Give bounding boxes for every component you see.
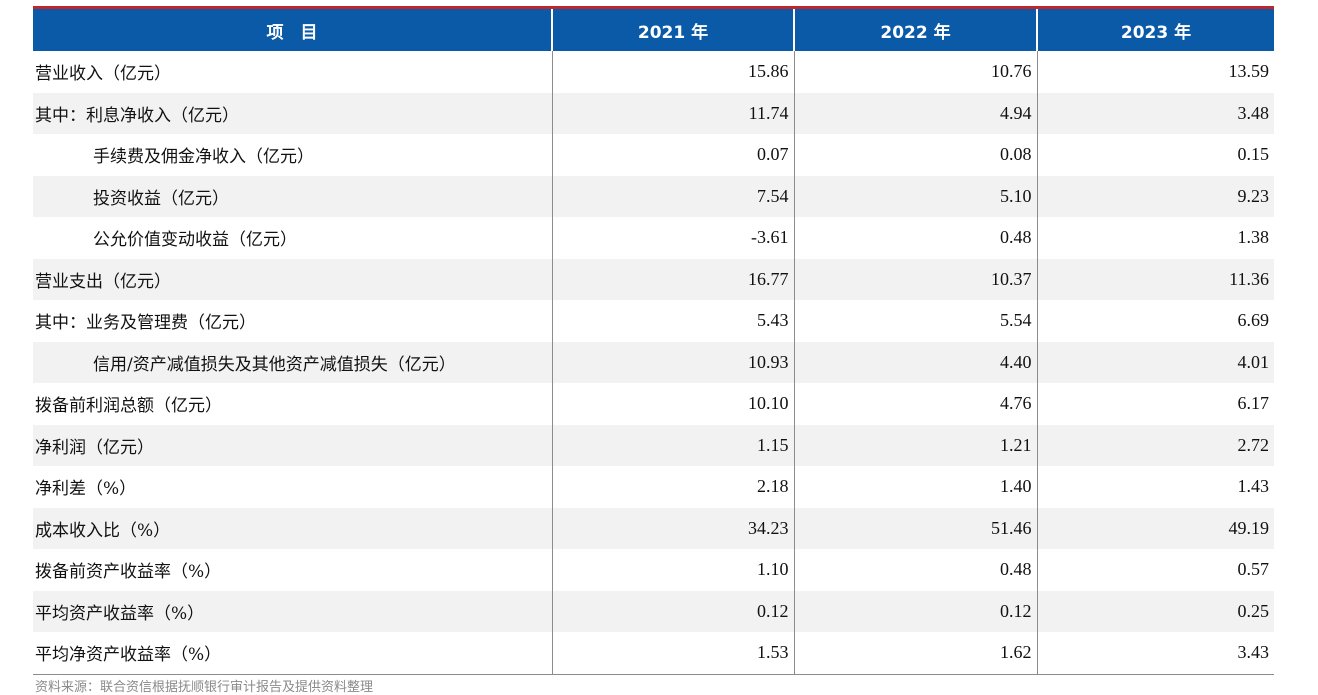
value-2023: 0.57 [1237, 559, 1270, 580]
value-2022: 4.94 [794, 92, 1038, 134]
table-row: 其中：业务及管理费（亿元） 5.43 5.54 6.69 [33, 300, 1274, 342]
value-2022: 1.62 [794, 632, 1038, 675]
value-2023: 2.72 [1037, 424, 1274, 466]
value-2021: -3.61 [552, 217, 795, 259]
row-label: 拨备前利润总额（亿元） [33, 383, 553, 425]
table-row: 净利差（%） 2.18 1.40 1.43 [33, 466, 1274, 508]
value-2022: 0.08 [794, 134, 1038, 176]
value-2021: 2.18 [552, 466, 795, 508]
table-row: 投资收益（亿元） 7.54 5.10 9.23 [33, 175, 1274, 217]
value-2023: 9.23 [1037, 175, 1274, 217]
header-2022: 2022 年 [794, 9, 1038, 51]
value-2021: 15.86 [552, 51, 795, 93]
table-row: 其中：利息净收入（亿元） 11.74 4.94 3.48 [33, 92, 1274, 134]
value-2023: 6.17 [1237, 393, 1270, 414]
row-label: 平均资产收益率（%） [33, 590, 553, 632]
table-row: 营业收入（亿元） 15.86 10.76 13.59 [33, 51, 1274, 93]
value-2021: 11.74 [552, 92, 795, 134]
value-2022: 10.37 [794, 258, 1038, 300]
row-label: 手续费及佣金净收入（亿元） [33, 134, 553, 176]
row-label: 成本收入比（%） [33, 507, 553, 549]
table-row: 信用/资产减值损失及其他资产减值损失（亿元） 10.93 4.40 4.01 [33, 341, 1274, 383]
value-2023: 11.36 [1037, 258, 1274, 300]
row-label: 拨备前资产收益率（%） [33, 549, 553, 591]
value-2022: 1.21 [794, 424, 1038, 466]
value-2023: 0.15 [1237, 144, 1270, 165]
table-row: 拨备前资产收益率（%） 1.10 0.48 0.57 [33, 549, 1274, 591]
value-2021: 1.53 [552, 632, 795, 675]
value-2021: 16.77 [552, 258, 795, 300]
value-2022: 51.46 [794, 507, 1038, 549]
value-2023: 4.01 [1037, 341, 1274, 383]
value-2023: 3.43 [1037, 632, 1274, 675]
value-2021: 7.54 [552, 175, 795, 217]
row-label: 净利润（亿元） [33, 424, 553, 466]
header-row: 项 目 2021 年 2022 年 2023 年 [33, 9, 1274, 51]
row-label: 投资收益（亿元） [33, 175, 553, 217]
value-2022: 0.48 [794, 217, 1038, 259]
table-row: 平均资产收益率（%） 0.12 0.12 0.25 [33, 590, 1274, 632]
table-row: 拨备前利润总额（亿元） 10.10 4.76 6.17 [33, 383, 1274, 425]
value-2021: 10.10 [552, 383, 795, 425]
table-row: 公允价值变动收益（亿元） -3.61 0.48 1.38 [33, 217, 1274, 259]
row-label: 其中：利息净收入（亿元） [33, 92, 553, 134]
value-2023: 0.25 [1037, 590, 1274, 632]
value-2022: 10.76 [794, 51, 1038, 93]
value-2022: 5.10 [794, 175, 1038, 217]
table-row: 成本收入比（%） 34.23 51.46 49.19 [33, 507, 1274, 549]
value-2023: 1.43 [1237, 476, 1270, 497]
value-2023: 3.48 [1037, 92, 1274, 134]
table-header: 项 目 2021 年 2022 年 2023 年 [33, 9, 1274, 51]
row-label: 营业收入（亿元） [33, 51, 553, 93]
table-row: 营业支出（亿元） 16.77 10.37 11.36 [33, 258, 1274, 300]
value-2022: 0.12 [794, 590, 1038, 632]
row-label: 营业支出（亿元） [33, 258, 553, 300]
row-label: 公允价值变动收益（亿元） [33, 217, 553, 259]
value-2022: 0.48 [794, 549, 1038, 591]
value-2021: 0.12 [552, 590, 795, 632]
value-2023: 49.19 [1037, 507, 1274, 549]
value-2021: 34.23 [552, 507, 795, 549]
value-2022: 1.40 [794, 466, 1038, 508]
value-2023: 6.69 [1237, 310, 1270, 331]
table-body: 营业收入（亿元） 15.86 10.76 13.59 其中：利息净收入（亿元） 11.74… [33, 51, 1274, 675]
value-2022: 4.76 [794, 383, 1038, 425]
value-2021: 5.43 [552, 300, 795, 342]
row-label: 信用/资产减值损失及其他资产减值损失（亿元） [33, 341, 553, 383]
value-2023: 13.59 [1228, 61, 1270, 82]
table-row: 手续费及佣金净收入（亿元） 0.07 0.08 0.15 [33, 134, 1274, 176]
header-2021: 2021 年 [552, 9, 795, 51]
top-red-rule [33, 6, 1274, 9]
row-label: 净利差（%） [33, 466, 553, 508]
row-label: 其中：业务及管理费（亿元） [33, 300, 553, 342]
table-row: 净利润（亿元） 1.15 1.21 2.72 [33, 424, 1274, 466]
row-label: 平均净资产收益率（%） [33, 632, 553, 675]
value-2021: 1.10 [552, 549, 795, 591]
value-2023: 1.38 [1237, 227, 1270, 248]
value-2022: 5.54 [794, 300, 1038, 342]
header-item: 项 目 [33, 9, 553, 51]
header-2023: 2023 年 [1037, 9, 1274, 51]
value-2021: 0.07 [552, 134, 795, 176]
table-row: 平均净资产收益率（%） 1.53 1.62 3.43 [33, 632, 1274, 675]
value-2021: 10.93 [552, 341, 795, 383]
value-2021: 1.15 [552, 424, 795, 466]
value-2022: 4.40 [794, 341, 1038, 383]
financial-table: 项 目 2021 年 2022 年 2023 年 营业收入（亿元） 15.86 10… [33, 9, 1274, 675]
source-note: 资料来源：联合资信根据抚顺银行审计报告及提供资料整理 [35, 680, 374, 695]
